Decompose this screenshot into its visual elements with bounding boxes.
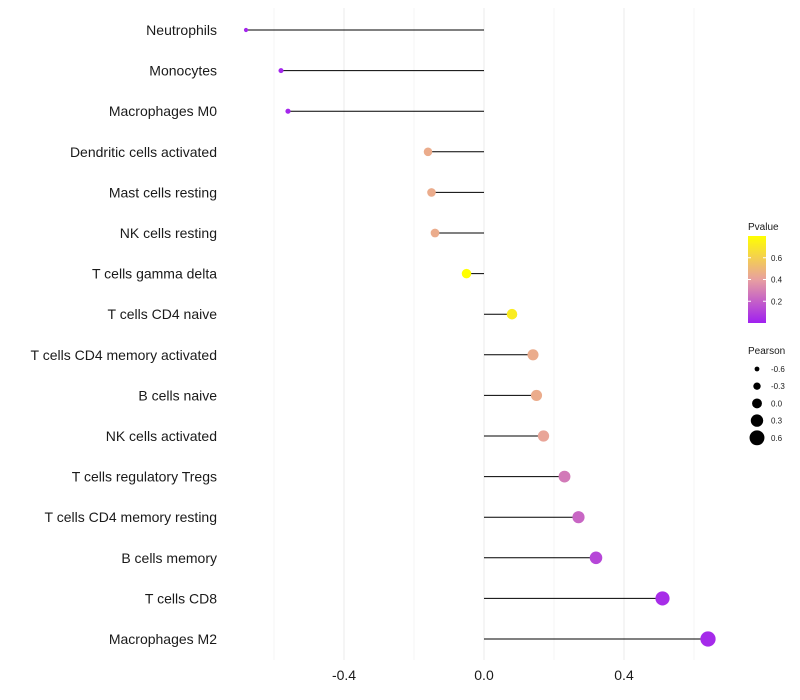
- category-label: Macrophages M0: [109, 103, 217, 119]
- size-key-point: [749, 430, 765, 446]
- category-label: Neutrophils: [146, 22, 217, 38]
- point: [278, 68, 284, 74]
- points: [243, 27, 716, 647]
- size-key-point: [750, 414, 764, 427]
- x-tick-label: 0.4: [614, 667, 634, 683]
- size-key-label: 0.0: [771, 399, 783, 408]
- legend: Pvalue 0.2 0.4 0.6 Pearson -0.6 -0.3 0.0 0.3 0.6: [748, 222, 785, 446]
- color-bar-label: 0.4: [771, 276, 783, 285]
- grid-layer: [273, 8, 695, 660]
- size-key-point: [752, 398, 762, 409]
- point: [700, 631, 716, 647]
- size-key-label: -0.3: [771, 382, 785, 391]
- category-label: Macrophages M2: [109, 631, 217, 647]
- point: [285, 108, 291, 114]
- category-label: T cells regulatory Tregs: [72, 469, 217, 485]
- x-tick-label: -0.4: [332, 667, 356, 683]
- stems: [246, 29, 708, 640]
- category-label: T cells gamma delta: [92, 266, 217, 282]
- size-key-point: [754, 366, 760, 372]
- point: [461, 268, 472, 279]
- category-label: T cells CD4 naive: [108, 306, 218, 322]
- point: [243, 27, 249, 33]
- point: [427, 188, 436, 197]
- category-label: T cells CD4 memory activated: [31, 347, 217, 363]
- size-key-point: [753, 382, 761, 390]
- category-label: NK cells resting: [120, 225, 217, 241]
- category-label: B cells naive: [138, 387, 217, 403]
- color-bar-label: 0.2: [771, 297, 783, 306]
- category-label: T cells CD4 memory resting: [45, 509, 217, 525]
- point: [506, 308, 518, 320]
- x-tick-label: 0.0: [474, 667, 494, 683]
- size-key-label: -0.6: [771, 365, 785, 374]
- point: [572, 511, 585, 524]
- color-bar: [748, 236, 766, 323]
- category-label: Monocytes: [149, 63, 217, 79]
- point: [558, 470, 571, 483]
- category-label: T cells CD8: [145, 590, 217, 606]
- category-label: NK cells activated: [106, 428, 217, 444]
- legend-title-pearson: Pearson: [748, 346, 785, 357]
- size-key-label: 0.6: [771, 434, 783, 443]
- category-label: Dendritic cells activated: [70, 144, 217, 160]
- point: [423, 147, 433, 157]
- point: [530, 389, 543, 401]
- point: [430, 228, 440, 238]
- category-labels: Neutrophils Monocytes Macrophages M0 Dendri…: [31, 22, 218, 647]
- x-axis-ticks: -0.4 0.0 0.4: [332, 667, 634, 683]
- category-label: Mast cells resting: [109, 184, 217, 200]
- category-label: B cells memory: [121, 550, 217, 566]
- legend-title-pvalue: Pvalue: [748, 222, 779, 233]
- point: [527, 349, 539, 361]
- point: [537, 430, 550, 442]
- color-bar-label: 0.6: [771, 254, 783, 263]
- point: [655, 591, 670, 606]
- size-key-label: 0.3: [771, 417, 783, 426]
- point: [589, 551, 603, 565]
